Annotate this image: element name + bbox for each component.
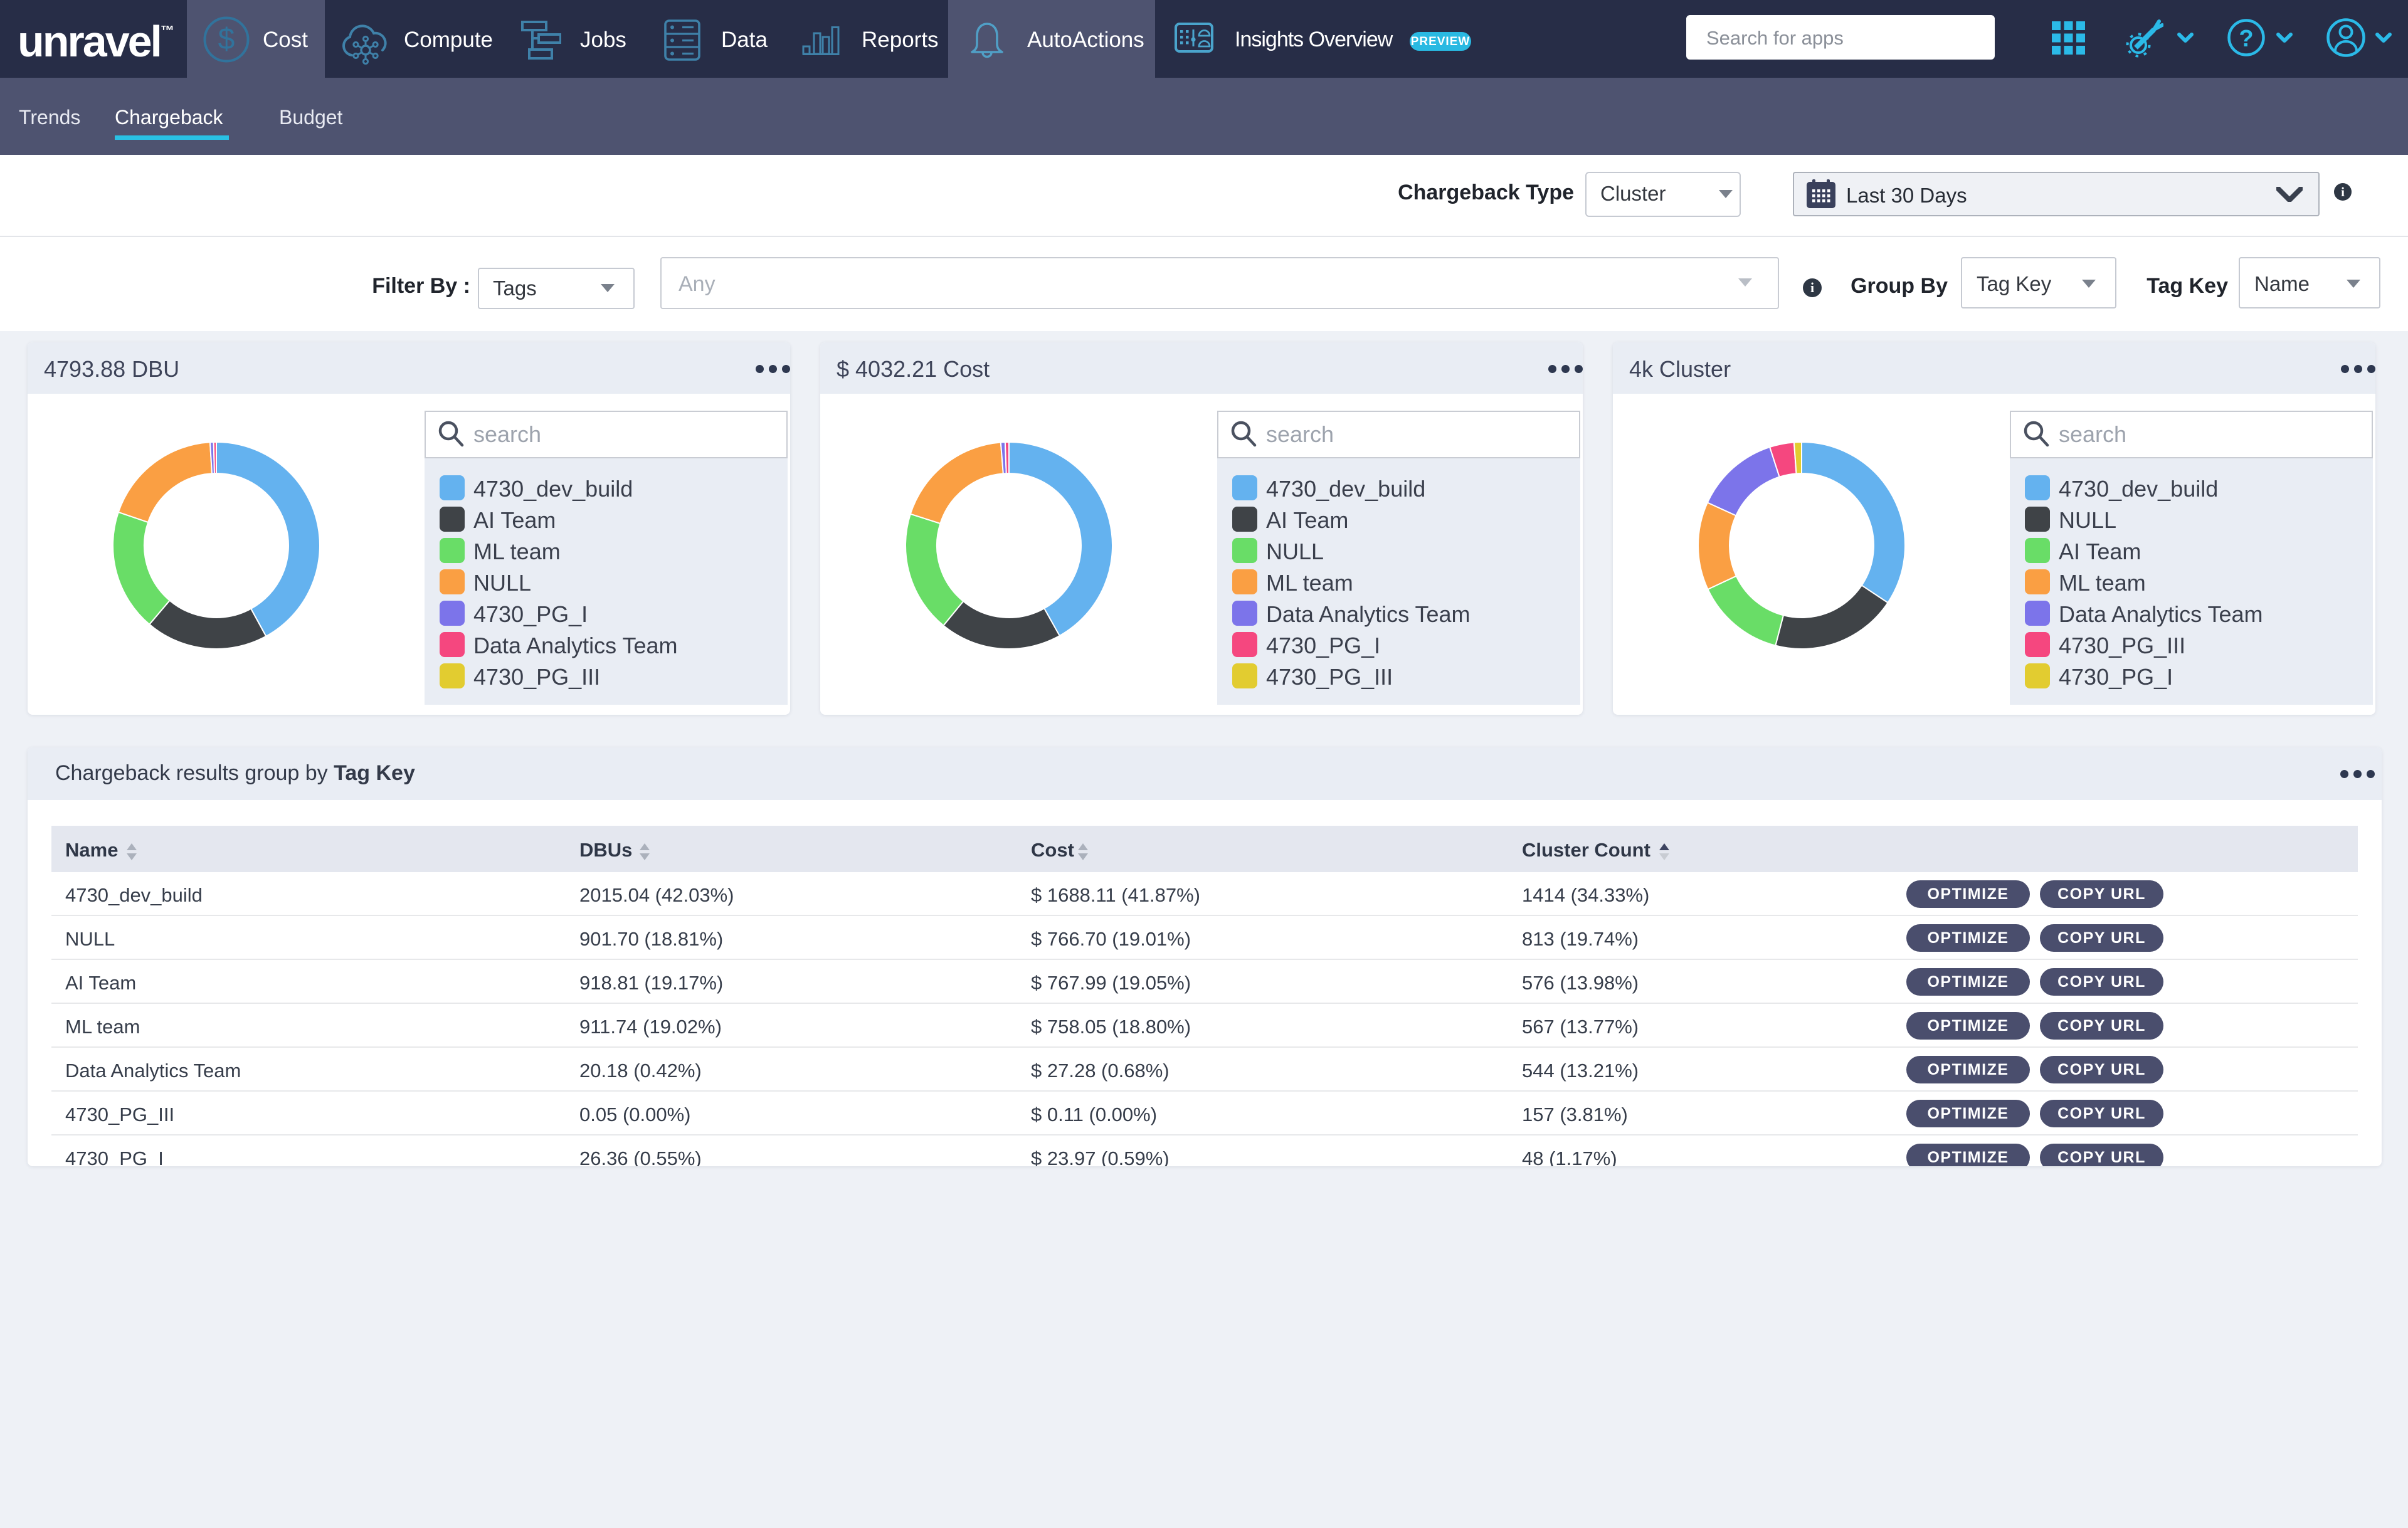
svg-text:$: $ (218, 23, 235, 56)
svg-text:?: ? (2239, 26, 2253, 52)
